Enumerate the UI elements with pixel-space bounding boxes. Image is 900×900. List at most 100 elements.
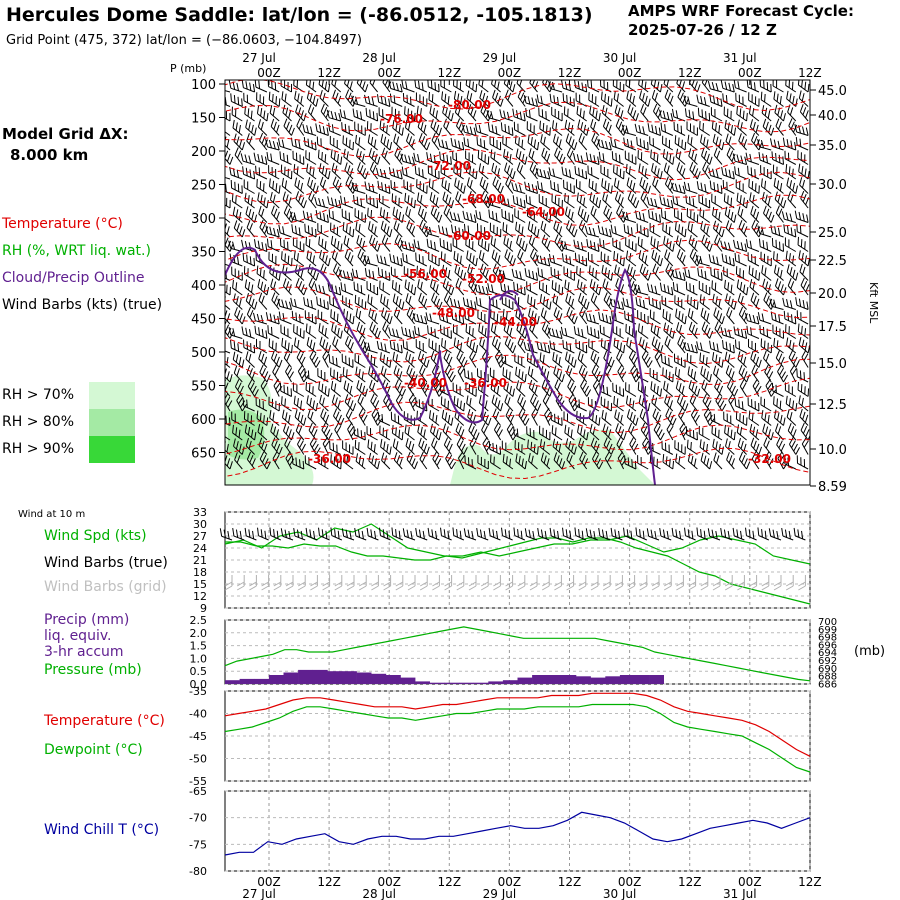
barb-shaft <box>747 333 760 339</box>
barb-feather <box>270 326 273 336</box>
wind-barb <box>291 310 305 325</box>
barb-feather <box>439 151 441 160</box>
barb-feather <box>736 279 740 288</box>
barb-feather <box>616 80 618 88</box>
wind-barb <box>527 221 540 238</box>
barb-feather <box>440 80 442 87</box>
barb-feather <box>244 192 247 201</box>
barb-feather <box>457 267 461 276</box>
barb-feather <box>567 122 571 131</box>
barb-shaft <box>714 241 723 252</box>
barb-feather <box>789 107 794 116</box>
barb-feather <box>259 181 262 190</box>
barb-shaft <box>798 97 809 107</box>
barb-feather <box>639 138 642 147</box>
wind-barb <box>465 80 478 93</box>
barb-shaft <box>246 227 255 238</box>
barb-feather <box>245 119 248 128</box>
barb-shaft <box>650 317 661 325</box>
wind-barb <box>504 162 516 180</box>
barb-shaft <box>344 329 354 339</box>
wind-barb <box>416 192 428 209</box>
wind-barb <box>586 238 600 252</box>
barb-feather <box>696 94 699 103</box>
barb-feather <box>346 151 349 160</box>
barb-feather <box>444 180 447 189</box>
barb-feather <box>599 80 602 87</box>
barb-shaft <box>788 125 797 136</box>
wind-barb <box>663 80 674 93</box>
barb-feather <box>469 180 473 189</box>
barb-feather <box>234 307 238 315</box>
barb-feather <box>470 107 474 116</box>
wind-barb <box>367 352 378 368</box>
barb-shaft <box>269 112 280 122</box>
barb-feather <box>482 285 485 295</box>
wind-barb <box>478 80 489 93</box>
barb-feather <box>626 264 631 273</box>
barb-feather <box>630 281 635 289</box>
barb-feather <box>733 127 737 136</box>
barb-shaft <box>331 330 342 339</box>
barb-shaft <box>700 141 711 151</box>
barb-feather <box>570 356 574 365</box>
barb-shaft <box>513 202 526 209</box>
barb-feather <box>783 113 786 122</box>
barb-feather <box>599 324 602 334</box>
barb-feather <box>655 212 658 221</box>
wind-barb <box>746 80 760 93</box>
barb-feather <box>447 328 449 337</box>
wind-barb <box>281 251 293 267</box>
barb-shaft <box>245 127 255 136</box>
barb-feather <box>293 324 295 333</box>
barb-feather <box>740 136 745 145</box>
barb-shaft <box>332 183 342 194</box>
barb-feather <box>342 270 346 279</box>
barb-feather <box>482 339 486 348</box>
wind-barb <box>308 190 317 209</box>
barb-feather <box>540 307 544 316</box>
wind-barb <box>296 350 306 368</box>
barb-feather <box>651 211 654 220</box>
barb-feather <box>684 108 687 117</box>
wind-barb <box>401 166 415 180</box>
barb-feather <box>502 222 505 231</box>
barb-feather <box>747 165 749 174</box>
barb-feather <box>558 356 561 366</box>
barb-feather <box>352 108 355 117</box>
barb-shaft <box>688 242 698 252</box>
barb-shaft <box>246 314 255 325</box>
barb-feather <box>241 229 246 238</box>
barb-feather <box>441 178 444 187</box>
barb-feather <box>243 92 245 101</box>
barb-feather <box>249 82 252 91</box>
barb-feather <box>723 106 725 115</box>
wind-barb <box>650 322 661 339</box>
barb-shaft <box>541 241 551 252</box>
wind-barb <box>661 295 674 310</box>
barb-feather <box>769 298 773 307</box>
barb-feather <box>494 339 499 348</box>
barb-feather <box>408 242 412 251</box>
barb-feather <box>380 255 383 264</box>
barb-feather <box>795 360 800 368</box>
barb-shaft <box>737 127 747 136</box>
wind-barb <box>504 336 517 354</box>
barb-feather <box>765 208 770 217</box>
barb-feather <box>666 325 670 334</box>
barb-feather <box>500 315 502 325</box>
barb-feather <box>368 366 371 375</box>
barb-feather <box>774 104 778 113</box>
barb-shaft <box>613 98 624 107</box>
barb-shaft <box>306 97 317 107</box>
barb-feather <box>420 122 424 131</box>
barb-feather <box>480 190 486 199</box>
barb-feather <box>527 294 529 303</box>
barb-shaft <box>244 200 255 209</box>
barb-feather <box>376 286 379 296</box>
barb-shaft <box>651 257 661 267</box>
barb-feather <box>580 208 584 217</box>
barb-feather <box>371 184 375 193</box>
barb-feather <box>704 270 707 279</box>
barb-feather <box>603 80 605 89</box>
